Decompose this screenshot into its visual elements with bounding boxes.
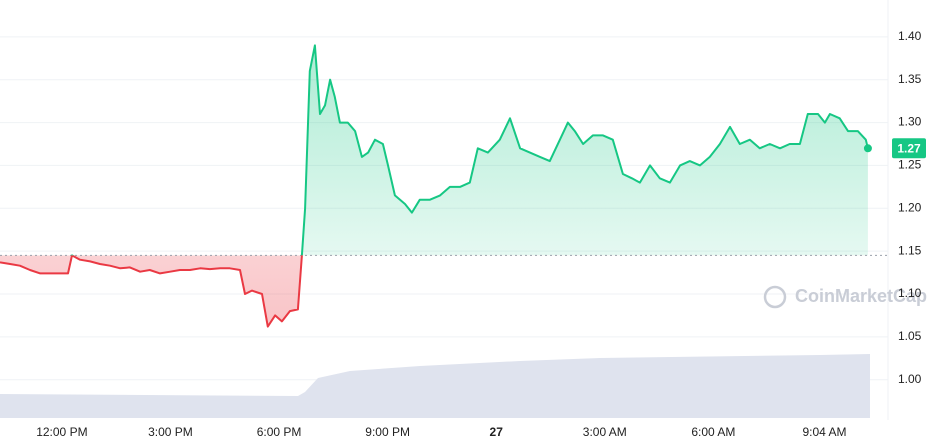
y-tick-label: 1.05 — [898, 329, 922, 343]
price-tag-label: 1.27 — [897, 141, 921, 155]
x-tick-label: 3:00 AM — [583, 425, 627, 439]
y-tick-label: 1.15 — [898, 243, 922, 257]
watermark: CoinMarketCap — [795, 286, 927, 306]
volume-bars — [0, 354, 870, 418]
last-point — [863, 144, 872, 153]
y-tick-label: 1.20 — [898, 200, 922, 214]
volume-area — [0, 354, 870, 418]
y-tick-label: 1.00 — [898, 372, 922, 386]
y-tick-label: 1.30 — [898, 115, 922, 129]
x-tick-label: 3:00 PM — [148, 425, 193, 439]
x-tick-label: 27 — [490, 425, 504, 439]
price-tag — [892, 138, 926, 159]
area-up — [71, 45, 868, 256]
y-tick-label: 1.40 — [898, 29, 922, 43]
price-line-down — [0, 255, 303, 328]
x-tick-label: 9:00 PM — [365, 425, 410, 439]
y-tick-label: 1.35 — [898, 72, 922, 86]
x-tick-label: 6:00 PM — [257, 425, 302, 439]
y-tick-label: 1.25 — [898, 158, 922, 172]
watermark-logo — [763, 285, 787, 309]
x-tick-label: 12:00 PM — [36, 425, 87, 439]
y-tick-label: 1.10 — [898, 286, 922, 300]
price-line-up — [70, 44, 869, 256]
plot: 1.27 — [0, 44, 926, 328]
x-tick-label: 6:00 AM — [691, 425, 735, 439]
x-tick-label: 9:04 AM — [802, 425, 846, 439]
